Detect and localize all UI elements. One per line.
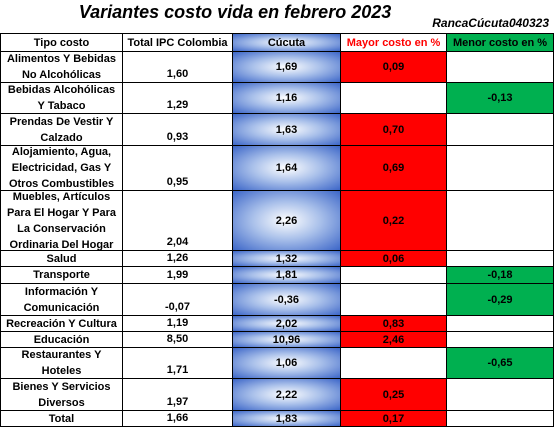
higher-cost: 0,09 [340,51,447,83]
higher-cost [340,266,447,284]
cucuta-value: 1,81 [232,266,341,284]
higher-cost: 0,25 [340,378,447,411]
ipc-value: 1,99 [122,266,233,284]
row-label: Información Y Comunicación [0,283,123,316]
higher-cost [340,347,447,379]
ipc-value: 1,19 [122,315,233,332]
cucuta-value: 1,64 [232,145,341,191]
higher-cost [340,283,447,316]
lower-cost [446,331,554,348]
header-cell: Mayor costo en % [340,33,447,52]
higher-cost: 0,69 [340,145,447,191]
ipc-value: 2,04 [122,190,233,251]
ipc-value: 1,97 [122,378,233,411]
row-label: Salud [0,250,123,267]
header-cell: Total IPC Colombia [122,33,233,52]
higher-cost: 0,70 [340,113,447,146]
lower-cost: -0,65 [446,347,554,379]
cucuta-value: -0,36 [232,283,341,316]
ipc-value: 0,93 [122,113,233,146]
ipc-value: 1,66 [122,410,233,427]
ipc-value: 1,26 [122,250,233,267]
row-label: Transporte [0,266,123,284]
lower-cost [446,113,554,146]
cucuta-value: 1,83 [232,410,341,427]
cucuta-value: 1,06 [232,347,341,379]
higher-cost: 0,06 [340,250,447,267]
cucuta-value: 1,63 [232,113,341,146]
ipc-value: 1,29 [122,82,233,114]
header-cell: Tipo costo [0,33,123,52]
lower-cost [446,378,554,411]
higher-cost: 0,83 [340,315,447,332]
row-label: Alimentos Y Bebidas No Alcohólicas [0,51,123,83]
higher-cost [340,82,447,114]
row-label: Alojamiento, Agua, Electricidad, Gas Y O… [0,145,123,191]
row-label: Bienes Y Servicios Diversos [0,378,123,411]
ipc-value: 8,50 [122,331,233,348]
row-label: Total [0,410,123,427]
lower-cost [446,410,554,427]
ipc-value: -0,07 [122,283,233,316]
title: Variantes costo vida en febrero 2023 [78,2,392,22]
cucuta-value: 2,02 [232,315,341,332]
cucuta-value: 2,26 [232,190,341,251]
cucuta-value: 1,16 [232,82,341,114]
cucuta-value: 1,32 [232,250,341,267]
ipc-value: 1,71 [122,347,233,379]
row-label: Muebles, Artículos Para El Hogar Y Para … [0,190,123,251]
watermark: RancaCúcuta040323 [432,16,549,30]
higher-cost: 0,22 [340,190,447,251]
ipc-value: 1,60 [122,51,233,83]
lower-cost [446,315,554,332]
row-label: Bebidas Alcohólicas Y Tabaco [0,82,123,114]
row-label: Educación [0,331,123,348]
higher-cost: 2,46 [340,331,447,348]
lower-cost [446,190,554,251]
row-label: Restaurantes Y Hoteles [0,347,123,379]
lower-cost [446,250,554,267]
lower-cost [446,145,554,191]
header-cell: Cúcuta [232,33,341,52]
cucuta-value: 2,22 [232,378,341,411]
header-cell: Menor costo en % [446,33,554,52]
row-label: Recreación Y Cultura [0,315,123,332]
lower-cost: -0,29 [446,283,554,316]
lower-cost: -0,18 [446,266,554,284]
cucuta-value: 1,69 [232,51,341,83]
lower-cost: -0,13 [446,82,554,114]
ipc-value: 0,95 [122,145,233,191]
lower-cost [446,51,554,83]
higher-cost: 0,17 [340,410,447,427]
row-label: Prendas De Vestir Y Calzado [0,113,123,146]
cucuta-value: 10,96 [232,331,341,348]
